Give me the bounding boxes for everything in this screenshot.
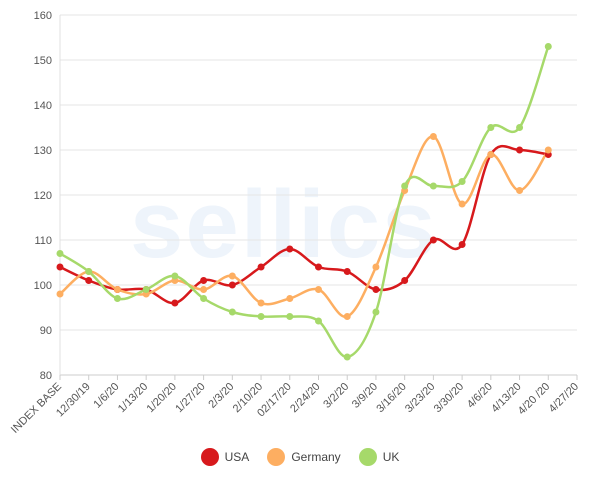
data-point-usa[interactable]: [401, 277, 409, 284]
grid-lines: [59, 14, 578, 380]
x-tick-label: 1/13/20: [116, 381, 150, 415]
y-tick-label: 80: [40, 370, 52, 382]
y-tick-label: 140: [34, 100, 52, 112]
data-point-germany[interactable]: [458, 200, 466, 208]
data-point-usa[interactable]: [458, 241, 466, 248]
x-axis-tick-labels: INDEX BASE12/30/191/6/201/13/201/20/201/…: [9, 381, 581, 436]
legend-item-germany[interactable]: Germany: [267, 448, 341, 466]
y-tick-label: 130: [34, 145, 52, 157]
data-point-germany[interactable]: [257, 299, 265, 307]
data-point-germany[interactable]: [343, 313, 351, 320]
data-point-usa[interactable]: [85, 277, 93, 284]
y-tick-label: 150: [34, 55, 52, 67]
data-point-usa[interactable]: [257, 263, 265, 271]
legend-marker-germany: [267, 448, 286, 466]
data-points: [56, 43, 552, 361]
x-tick-label: 4/20 /20: [516, 381, 553, 418]
data-point-usa[interactable]: [516, 146, 524, 154]
x-tick-label: 3/30/20: [432, 381, 466, 415]
data-point-uk[interactable]: [487, 124, 495, 131]
data-point-uk[interactable]: [171, 272, 179, 280]
y-tick-label: 160: [34, 10, 52, 22]
data-point-usa[interactable]: [429, 236, 437, 244]
data-point-usa[interactable]: [200, 277, 208, 284]
data-point-usa[interactable]: [343, 268, 351, 275]
data-point-uk[interactable]: [401, 182, 409, 190]
x-tick-label: 3/16/20: [374, 381, 408, 415]
y-axis-tick-labels: 80 90 100 110 120 130 140 150 160: [34, 10, 52, 382]
data-point-uk[interactable]: [85, 268, 93, 275]
data-point-uk[interactable]: [315, 317, 322, 325]
x-tick-label: 2/24/20: [288, 381, 322, 415]
y-tick-label: 110: [34, 235, 52, 247]
data-point-uk[interactable]: [257, 313, 265, 320]
data-point-uk[interactable]: [200, 295, 208, 302]
data-point-uk[interactable]: [343, 353, 351, 361]
legend-item-usa[interactable]: USA: [200, 448, 250, 466]
data-point-uk[interactable]: [544, 43, 552, 50]
legend: USA Germany UK: [0, 448, 600, 466]
data-point-usa[interactable]: [56, 263, 64, 271]
y-tick-label: 100: [34, 280, 52, 292]
x-tick-label: 3/23/20: [403, 381, 437, 415]
data-point-uk[interactable]: [228, 308, 236, 316]
x-tick-label: 4/27/20: [547, 381, 581, 415]
data-point-uk[interactable]: [429, 182, 437, 190]
data-point-uk[interactable]: [286, 313, 294, 320]
x-tick-label: 1/20/20: [145, 381, 179, 415]
legend-marker-uk: [358, 448, 377, 466]
data-point-usa[interactable]: [315, 263, 322, 271]
data-point-germany[interactable]: [200, 286, 208, 293]
y-tick-label: 90: [40, 325, 52, 337]
series-line-usa: [58, 144, 550, 305]
legend-marker-usa: [200, 448, 219, 466]
data-point-uk[interactable]: [458, 178, 466, 185]
data-point-germany[interactable]: [372, 263, 380, 271]
legend-label: Germany: [291, 450, 341, 464]
x-tick-label: 3/2/20: [321, 381, 351, 411]
y-tick-label: 120: [34, 190, 52, 202]
data-point-germany[interactable]: [286, 295, 294, 302]
x-tick-label: 1/27/20: [173, 381, 207, 415]
data-point-uk[interactable]: [372, 308, 380, 316]
data-point-germany[interactable]: [228, 272, 236, 280]
data-point-uk[interactable]: [142, 286, 150, 293]
data-point-usa[interactable]: [286, 245, 294, 253]
data-point-germany[interactable]: [487, 151, 495, 158]
data-point-germany[interactable]: [56, 290, 64, 298]
data-point-usa[interactable]: [372, 286, 380, 293]
series-lines: [58, 45, 550, 359]
data-point-usa[interactable]: [228, 281, 236, 289]
data-point-uk[interactable]: [56, 250, 64, 257]
legend-label: USA: [224, 450, 250, 464]
data-point-germany[interactable]: [113, 286, 121, 293]
data-point-germany[interactable]: [429, 133, 437, 140]
legend-label: UK: [382, 450, 400, 464]
data-point-usa[interactable]: [171, 299, 179, 307]
data-point-uk[interactable]: [516, 124, 524, 131]
data-point-uk[interactable]: [113, 295, 121, 302]
data-point-germany[interactable]: [544, 146, 552, 154]
data-point-germany[interactable]: [315, 286, 322, 293]
data-point-germany[interactable]: [516, 187, 524, 194]
legend-item-uk[interactable]: UK: [358, 448, 400, 466]
